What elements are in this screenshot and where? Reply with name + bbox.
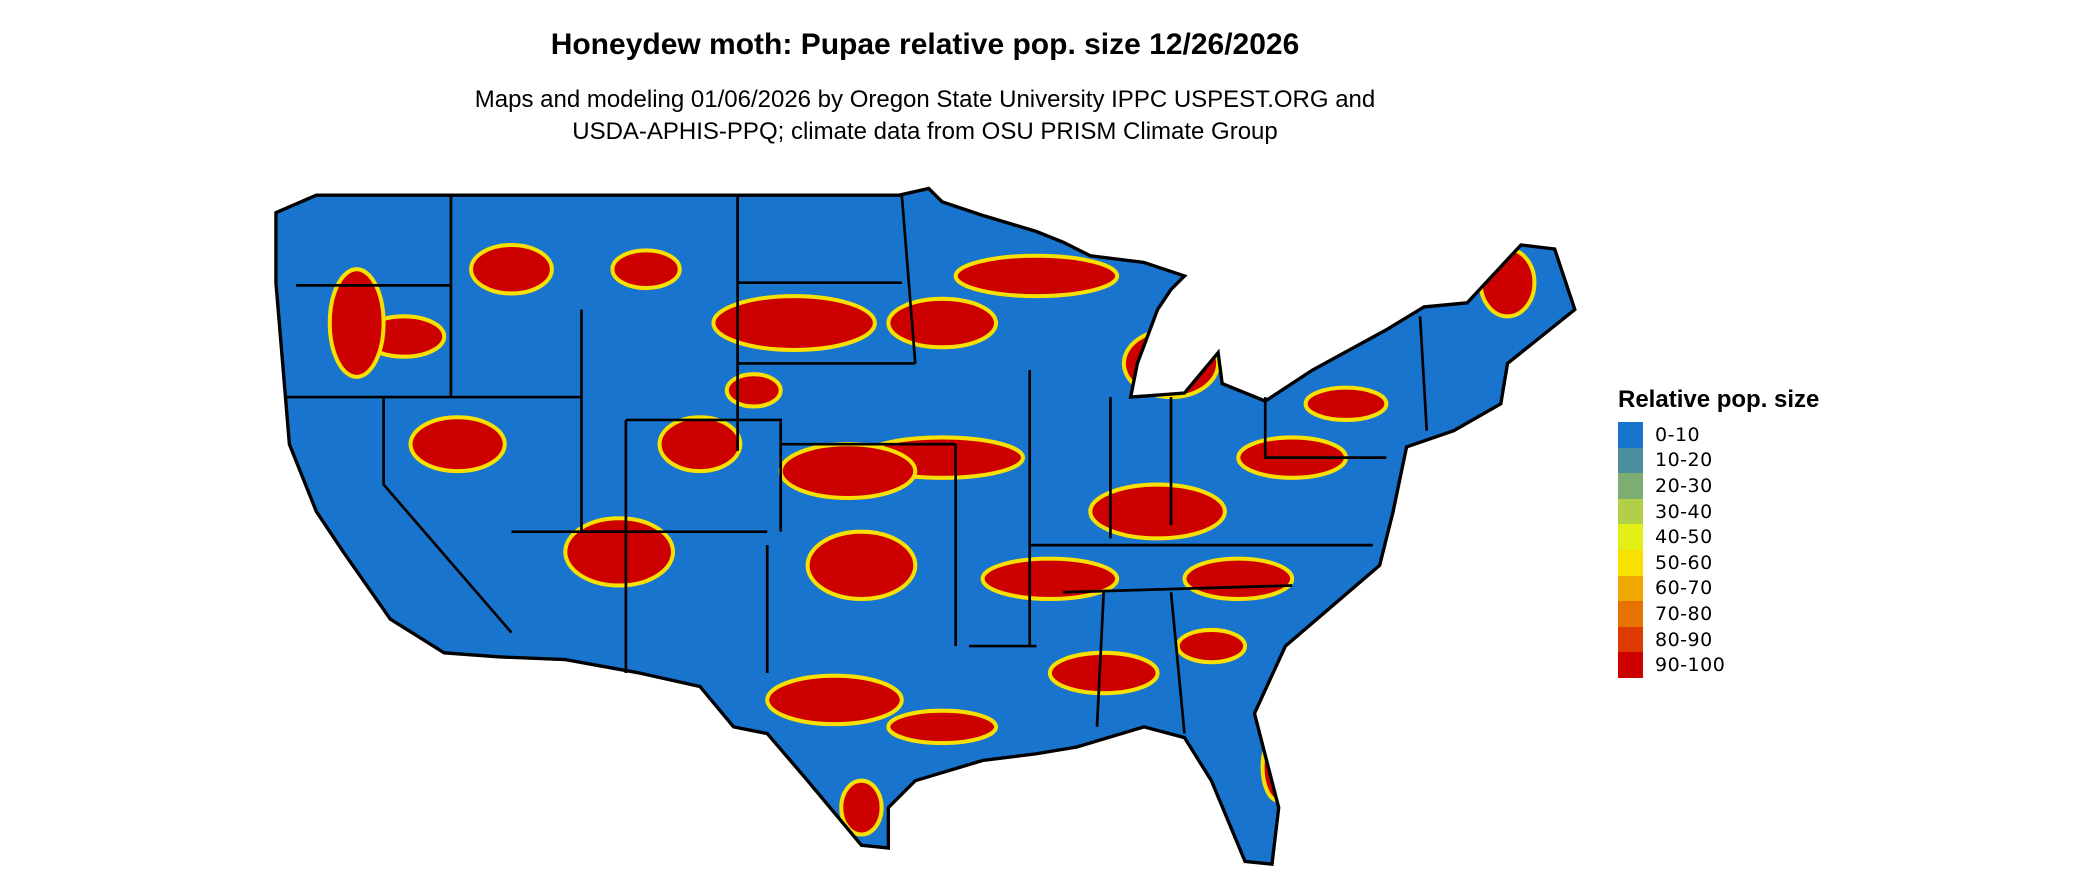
- hotspot: [711, 294, 877, 352]
- hotspot: [1088, 482, 1227, 541]
- legend-item: 40-50: [1618, 524, 1819, 550]
- state-border: [1169, 592, 1186, 734]
- legend-label: 0-10: [1655, 423, 1701, 446]
- us-outline: [275, 188, 1575, 865]
- hotspot: [1047, 650, 1160, 696]
- hotspot: [778, 442, 918, 501]
- legend-item: 90-100: [1618, 652, 1819, 678]
- hotspot: [327, 267, 386, 379]
- legend-label: 90-100: [1655, 654, 1726, 677]
- map-title: Honeydew moth: Pupae relative pop. size …: [550, 28, 1300, 61]
- legend-swatch: [1618, 575, 1643, 602]
- legend-item: 30-40: [1618, 498, 1819, 525]
- state-border: [1063, 584, 1293, 594]
- hotspot: [563, 516, 676, 588]
- state-borders: [286, 195, 1429, 734]
- state-border: [1095, 592, 1106, 727]
- legend-item: 70-80: [1618, 601, 1819, 627]
- hotspot: [1303, 385, 1389, 422]
- state-border: [1263, 397, 1387, 459]
- map-subtitle: Maps and modeling 01/06/2026 by Oregon S…: [0, 84, 1850, 148]
- legend-swatch: [1618, 524, 1643, 550]
- legend-swatch: [1618, 447, 1643, 474]
- legend-swatch: [1618, 549, 1643, 576]
- state-border: [382, 397, 513, 634]
- legend-title: Relative pop. size: [1618, 386, 1820, 413]
- hotspot: [657, 415, 743, 474]
- legend-item: 80-90: [1618, 626, 1819, 653]
- legend-swatch: [1618, 652, 1643, 678]
- legend-label: 20-30: [1655, 474, 1713, 497]
- legend-label: 10-20: [1655, 449, 1713, 472]
- hotspot: [469, 242, 554, 296]
- legend-swatch: [1618, 473, 1643, 499]
- state-border: [900, 195, 917, 364]
- hotspot: [839, 778, 884, 837]
- legend-swatch: [1618, 626, 1643, 653]
- state-border: [625, 418, 783, 532]
- legend-label: 70-80: [1655, 602, 1713, 625]
- legend-swatch: [1618, 498, 1643, 525]
- legend-item: 10-20: [1618, 447, 1819, 474]
- hotspot: [1175, 627, 1248, 665]
- legend-item: 60-70: [1618, 575, 1819, 602]
- subtitle-line-1: Maps and modeling 01/06/2026 by Oregon S…: [474, 86, 1376, 113]
- hotspot: [765, 673, 904, 727]
- legend-item: 20-30: [1618, 473, 1819, 499]
- hotspot: [408, 415, 507, 474]
- hotspot: [805, 529, 918, 601]
- hotspot: [1182, 556, 1295, 601]
- hotspot: [610, 248, 682, 291]
- legend-label: 60-70: [1655, 577, 1713, 600]
- legend-item: 50-60: [1618, 549, 1819, 576]
- state-border: [1418, 316, 1429, 431]
- hotspot: [724, 372, 783, 409]
- legend-label: 50-60: [1655, 551, 1713, 574]
- us-border: [274, 186, 1577, 866]
- legend-label: 80-90: [1655, 628, 1713, 651]
- legend-swatch: [1618, 601, 1643, 627]
- hotspot: [953, 253, 1120, 299]
- legend-item: 0-10: [1618, 422, 1819, 448]
- legend-swatch: [1618, 422, 1643, 448]
- legend: Relative pop. size 0-10 10-20 20-30 30-40 40…: [1618, 386, 1819, 678]
- legend-label: 40-50: [1655, 526, 1713, 549]
- subtitle-line-2: USDA-APHIS-PPQ; climate data from OSU PR…: [572, 118, 1278, 145]
- legend-label: 30-40: [1655, 500, 1713, 523]
- hotspot: [980, 556, 1120, 601]
- hotspot: [886, 708, 999, 746]
- hotspot-layer: [327, 242, 1537, 837]
- hotspot: [886, 296, 999, 350]
